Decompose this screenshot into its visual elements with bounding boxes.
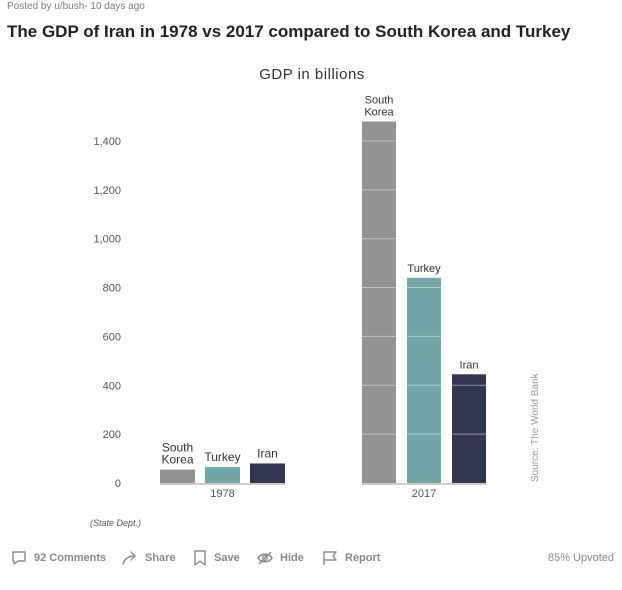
- comments-button[interactable]: 92 Comments: [10, 546, 106, 570]
- chart-source: Source: The World Bank: [530, 372, 541, 482]
- share-button[interactable]: Share: [121, 546, 176, 570]
- bar-turkey-1978: [205, 467, 240, 483]
- hide-button[interactable]: Hide: [256, 546, 304, 570]
- share-icon: [122, 551, 136, 565]
- y-tick-label: 800: [103, 283, 121, 295]
- y-tick-label: 600: [103, 331, 121, 343]
- y-tick-label: 1,000: [93, 234, 121, 246]
- chart-note: (State Dept.): [90, 518, 141, 528]
- post-meta: Posted by u/bush- 10 days ago: [7, 1, 145, 12]
- comment-icon: [12, 551, 26, 565]
- chart-title: GDP in billions: [259, 66, 365, 83]
- bar-south-korea-2017: [362, 121, 396, 483]
- bar-iran-2017: [452, 374, 486, 483]
- bar-label: South: [365, 94, 394, 106]
- report-label: Report: [345, 552, 381, 564]
- bar-label: South: [162, 441, 193, 455]
- report-button[interactable]: Report: [321, 546, 380, 570]
- y-tick-label: 0: [115, 478, 121, 490]
- y-tick-label: 200: [103, 429, 121, 441]
- hide-icon: [257, 551, 273, 565]
- y-tick-label: 1,400: [93, 136, 121, 148]
- save-label: Save: [214, 552, 240, 564]
- bar-label: Turkey: [407, 263, 441, 275]
- bar-label: Iran: [460, 359, 479, 371]
- comments-label: 92 Comments: [34, 552, 107, 564]
- bar-south-korea-1978: [160, 469, 195, 483]
- bar-iran-1978: [250, 463, 285, 483]
- x-tick-label: 2017: [412, 488, 436, 500]
- upvote-ratio: 85% Upvoted: [547, 552, 614, 564]
- y-tick-label: 400: [103, 380, 121, 392]
- share-label: Share: [145, 552, 176, 564]
- save-button[interactable]: Save: [192, 546, 240, 570]
- hide-label: Hide: [280, 552, 304, 564]
- bar-label: Korea: [161, 453, 193, 467]
- report-icon: [323, 551, 337, 565]
- bar-label: Korea: [364, 106, 394, 118]
- bar-label: Iran: [257, 446, 278, 460]
- x-tick-label: 1978: [210, 488, 234, 500]
- gdp-chart: GDP in billions 0 200 400 600 800 1,000 1,200 1…: [90, 66, 541, 528]
- save-icon: [194, 550, 206, 566]
- post-actions: 92 Comments Share Save Hide Report 85% U…: [0, 546, 622, 570]
- bar-label: Turkey: [204, 450, 240, 464]
- bar-turkey-2017: [407, 277, 441, 483]
- y-tick-label: 1,200: [93, 185, 121, 197]
- post-title[interactable]: The GDP of Iran in 1978 vs 2017 compared…: [7, 22, 571, 41]
